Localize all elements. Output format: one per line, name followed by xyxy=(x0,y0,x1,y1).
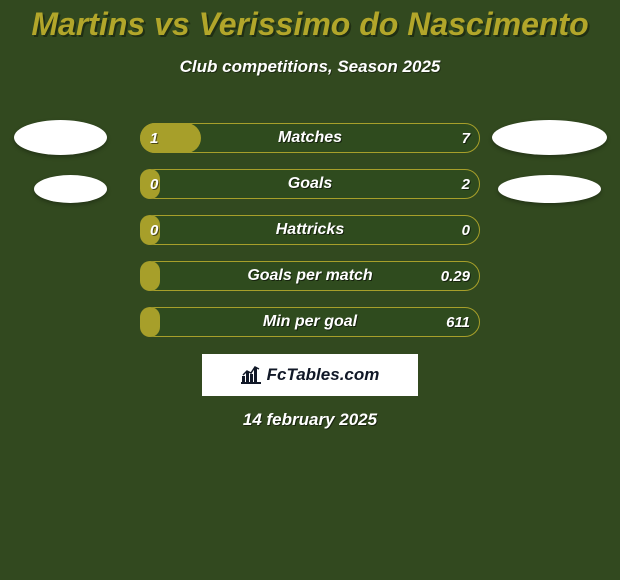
avatar-left-secondary xyxy=(34,175,107,203)
stat-bar-fill xyxy=(140,169,160,199)
avatar-left-primary xyxy=(14,120,107,155)
footer-date: 14 february 2025 xyxy=(0,410,620,430)
brand-badge: FcTables.com xyxy=(202,354,418,396)
subtitle: Club competitions, Season 2025 xyxy=(0,57,620,77)
stat-row: Goals02 xyxy=(140,169,480,199)
stat-bar-fill xyxy=(140,123,201,153)
footer-date-text: 14 february 2025 xyxy=(243,410,377,429)
stat-row: Hattricks00 xyxy=(140,215,480,245)
stat-bar-track xyxy=(140,261,480,291)
stat-row: Matches17 xyxy=(140,123,480,153)
stat-bar-fill xyxy=(140,215,160,245)
bar-chart-icon xyxy=(241,366,261,384)
stat-bar-track xyxy=(140,215,480,245)
avatar-right-primary xyxy=(492,120,607,155)
stat-bar-track xyxy=(140,169,480,199)
brand-text: FcTables.com xyxy=(267,365,380,385)
stat-bar-track xyxy=(140,307,480,337)
stat-row: Goals per match0.29 xyxy=(140,261,480,291)
title-text: Martins vs Verissimo do Nascimento xyxy=(31,6,588,42)
stat-bars: Matches17 Goals02 Hattricks00 Goals per mat… xyxy=(140,123,480,353)
comparison-infographic: Martins vs Verissimo do Nascimento Club … xyxy=(0,0,620,580)
page-title: Martins vs Verissimo do Nascimento xyxy=(0,0,620,43)
stat-row: Min per goal611 xyxy=(140,307,480,337)
avatar-right-secondary xyxy=(498,175,601,203)
stat-bar-fill xyxy=(140,307,160,337)
stat-bar-fill xyxy=(140,261,160,291)
subtitle-text: Club competitions, Season 2025 xyxy=(180,57,441,76)
